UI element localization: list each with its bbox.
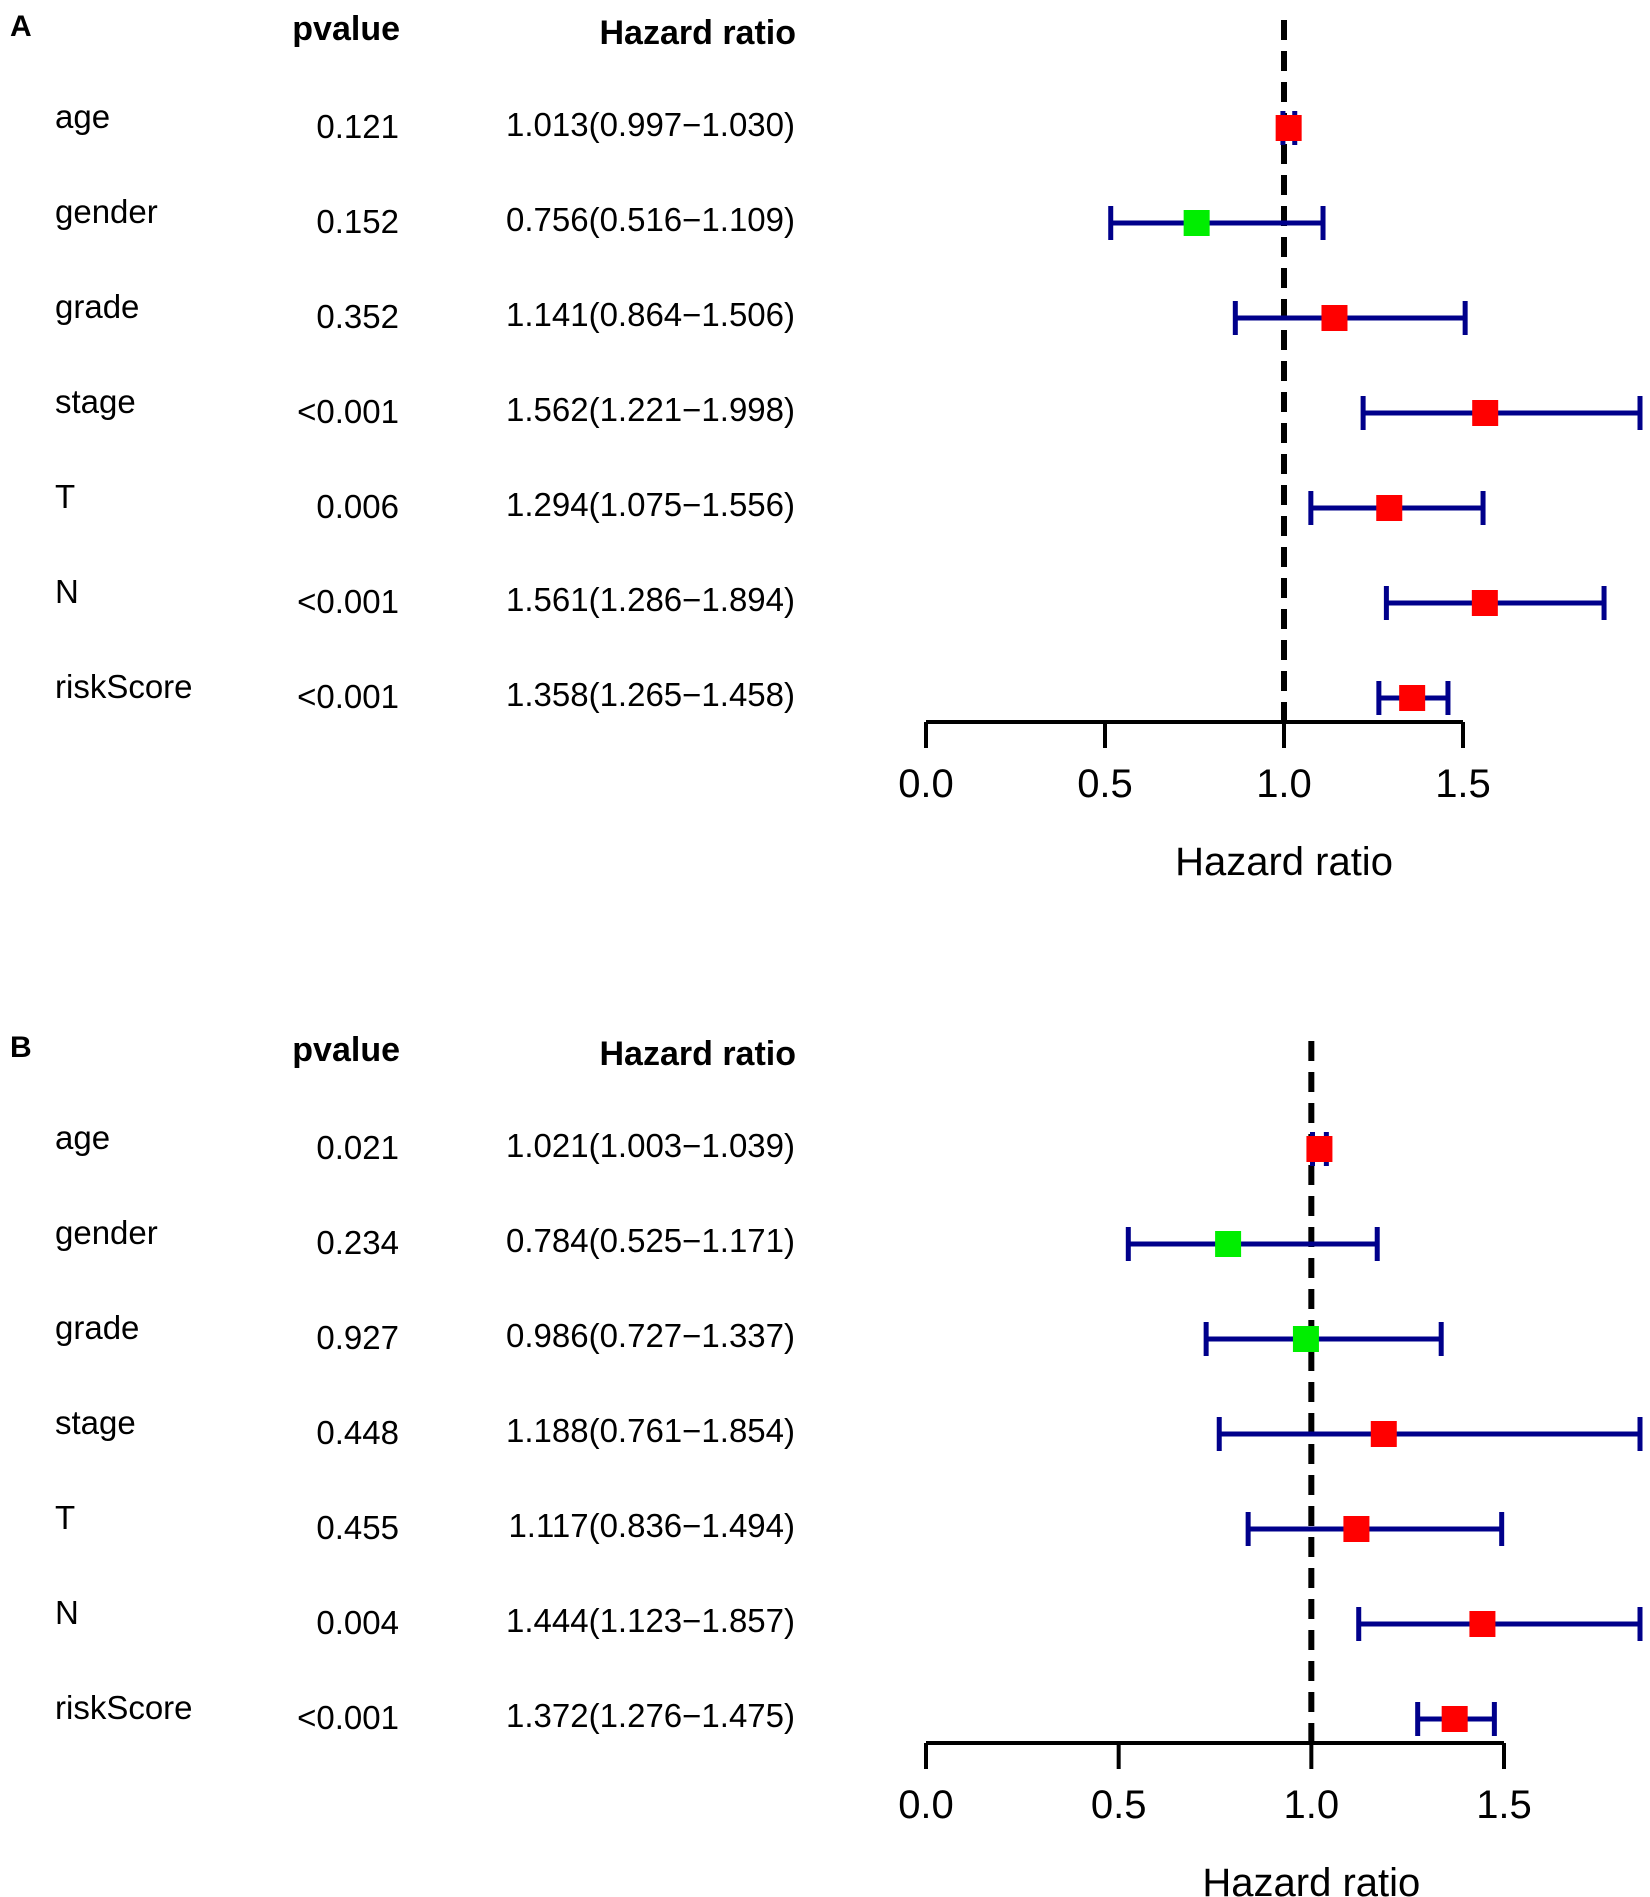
hazard-ratio-text: 1.013(0.997−1.030)	[506, 106, 795, 143]
hazard-ratio-text: 0.986(0.727−1.337)	[506, 1317, 795, 1354]
hazard-ratio-text: 1.294(1.075−1.556)	[506, 486, 795, 523]
hazard-ratio-point	[1472, 400, 1499, 426]
table-row-gender: gender 0.234 0.784(0.525−1.171)	[55, 1214, 1380, 1261]
variable-label: stage	[55, 383, 136, 420]
variable-label: N	[55, 573, 79, 610]
pvalue-text: 0.234	[316, 1224, 399, 1261]
variable-label: grade	[55, 288, 139, 325]
hazard-ratio-point	[1471, 590, 1498, 616]
pvalue-text: <0.001	[297, 678, 399, 715]
table-row-riskscore: riskScore <0.001 1.358(1.265−1.458)	[55, 668, 1451, 715]
pvalue-text: 0.352	[316, 298, 399, 335]
x-axis: 0.0 0.5 1.0 1.5	[898, 720, 1491, 806]
hazard-ratio-text: 1.188(0.761−1.854)	[506, 1412, 795, 1449]
x-tick-label: 1.5	[1476, 1783, 1532, 1827]
hazard-ratio-point	[1215, 1231, 1242, 1257]
hazard-ratio-text: 1.141(0.864−1.506)	[506, 296, 795, 333]
hazard-ratio-text: 1.358(1.265−1.458)	[506, 676, 795, 713]
hazard-ratio-point	[1343, 1516, 1370, 1542]
variable-label: N	[55, 1594, 79, 1631]
table-row-grade: grade 0.352 1.141(0.864−1.506)	[55, 288, 1468, 335]
table-row-grade: grade 0.927 0.986(0.727−1.337)	[55, 1309, 1444, 1356]
hazard-ratio-point	[1306, 1136, 1333, 1162]
pvalue-text: 0.455	[316, 1509, 399, 1546]
variable-label: T	[55, 478, 75, 515]
table-row-t: T 0.006 1.294(1.075−1.556)	[55, 478, 1486, 525]
x-axis: 0.0 0.5 1.0 1.5	[898, 1741, 1532, 1827]
table-row-riskscore: riskScore <0.001 1.372(1.276−1.475)	[55, 1689, 1497, 1736]
variable-label: grade	[55, 1309, 139, 1346]
x-tick-label: 0.5	[1091, 1783, 1147, 1827]
hazard-ratio-point	[1376, 495, 1403, 521]
hazard-ratio-text: 0.784(0.525−1.171)	[506, 1222, 795, 1259]
hazard-ratio-point	[1441, 1706, 1468, 1732]
hazard-ratio-point	[1183, 210, 1210, 236]
hazard-ratio-text: 1.372(1.276−1.475)	[506, 1697, 795, 1734]
variable-label: riskScore	[55, 1689, 193, 1726]
pvalue-header: pvalue	[292, 10, 400, 48]
x-tick-label: 1.0	[1256, 762, 1312, 806]
x-tick-label: 0.5	[1077, 762, 1133, 806]
pvalue-text: 0.021	[316, 1129, 399, 1166]
hazard-ratio-point	[1275, 115, 1302, 141]
pvalue-text: <0.001	[297, 583, 399, 620]
x-tick-label: 1.5	[1435, 762, 1491, 806]
table-row-n: N <0.001 1.561(1.286−1.894)	[55, 573, 1607, 620]
x-axis-label: Hazard ratio	[1175, 840, 1393, 884]
hazard-ratio-point	[1370, 1421, 1397, 1447]
hazard-ratio-header: Hazard ratio	[600, 1035, 797, 1073]
variable-label: gender	[55, 1214, 158, 1251]
pvalue-text: 0.448	[316, 1414, 399, 1451]
variable-label: gender	[55, 193, 158, 230]
table-row-stage: stage 0.448 1.188(0.761−1.854)	[55, 1404, 1643, 1451]
hazard-ratio-text: 1.562(1.221−1.998)	[506, 391, 795, 428]
pvalue-text: <0.001	[297, 1699, 399, 1736]
hazard-ratio-text: 0.756(0.516−1.109)	[506, 201, 795, 238]
pvalue-text: 0.121	[316, 108, 399, 145]
pvalue-text: 0.927	[316, 1319, 399, 1356]
hazard-ratio-point	[1469, 1611, 1496, 1637]
hazard-ratio-text: 1.561(1.286−1.894)	[506, 581, 795, 618]
x-tick-label: 1.0	[1284, 1783, 1340, 1827]
hazard-ratio-point	[1399, 685, 1426, 711]
hazard-ratio-point	[1292, 1326, 1319, 1352]
variable-label: T	[55, 1499, 75, 1536]
pvalue-text: <0.001	[297, 393, 399, 430]
x-tick-label: 0.0	[898, 762, 954, 806]
variable-label: age	[55, 98, 110, 135]
hazard-ratio-text: 1.444(1.123−1.857)	[506, 1602, 795, 1639]
variable-label: age	[55, 1119, 110, 1156]
hazard-ratio-text: 1.117(0.836−1.494)	[508, 1507, 795, 1544]
panel-label: B	[10, 1031, 32, 1064]
pvalue-header: pvalue	[292, 1031, 400, 1069]
x-tick-label: 0.0	[898, 1783, 954, 1827]
table-row-gender: gender 0.152 0.756(0.516−1.109)	[55, 193, 1326, 240]
variable-label: riskScore	[55, 668, 193, 705]
pvalue-text: 0.006	[316, 488, 399, 525]
table-row-age: age 0.121 1.013(0.997−1.030)	[55, 98, 1302, 145]
pvalue-text: 0.152	[316, 203, 399, 240]
variable-label: stage	[55, 1404, 136, 1441]
table-row-age: age 0.021 1.021(1.003−1.039)	[55, 1119, 1333, 1166]
table-row-t: T 0.455 1.117(0.836−1.494)	[55, 1499, 1505, 1546]
panel-label: A	[10, 10, 32, 43]
table-row-stage: stage <0.001 1.562(1.221−1.998)	[55, 383, 1643, 430]
x-axis-label: Hazard ratio	[1202, 1861, 1420, 1897]
pvalue-text: 0.004	[316, 1604, 399, 1641]
hazard-ratio-header: Hazard ratio	[600, 14, 797, 52]
table-row-n: N 0.004 1.444(1.123−1.857)	[55, 1594, 1643, 1641]
hazard-ratio-point	[1321, 305, 1348, 331]
hazard-ratio-text: 1.021(1.003−1.039)	[506, 1127, 795, 1164]
